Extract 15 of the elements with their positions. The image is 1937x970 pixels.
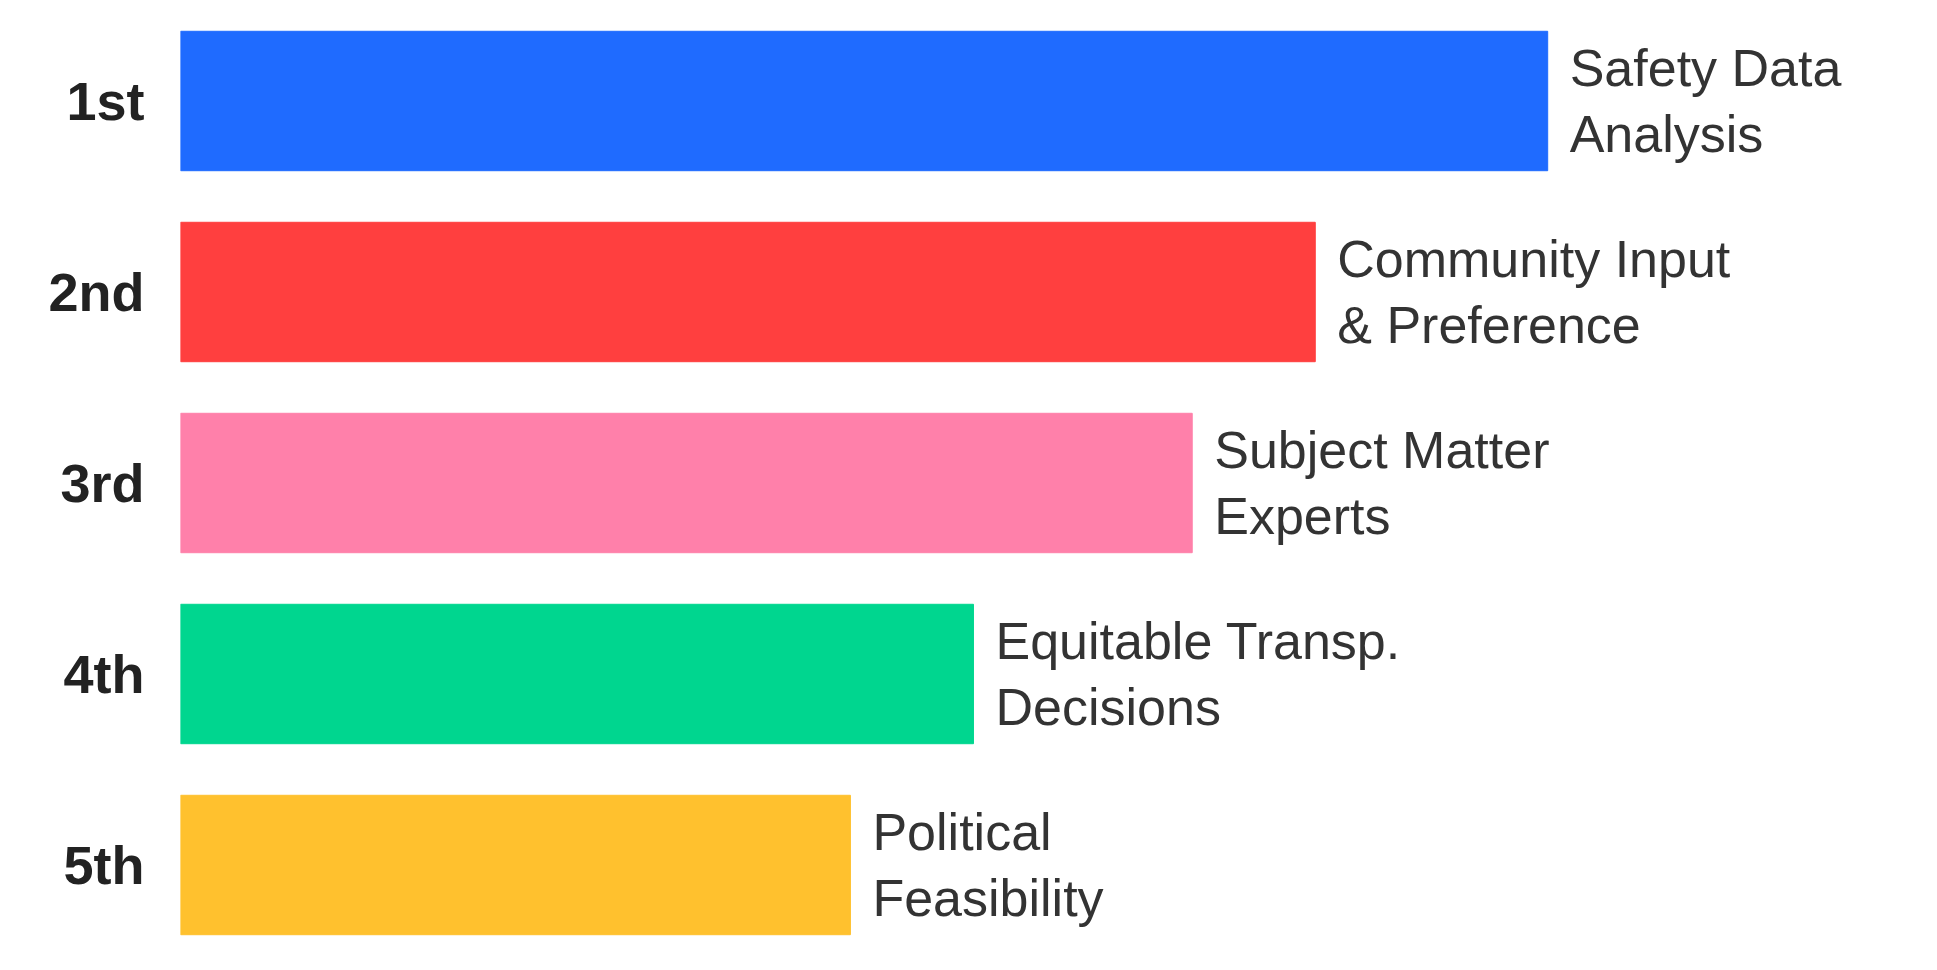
y-tick-label: 1st [66,71,145,131]
annotation: Safety Data Analysis [1569,38,1842,164]
bar [180,221,1316,363]
annotation: Community Input & Preference [1337,229,1731,355]
y-tick-label: 2nd [48,262,145,322]
bar [180,794,851,936]
annotation: Political Feasibility [872,802,1104,928]
annotation: Subject Matter Experts [1214,420,1550,546]
bar [180,412,1193,554]
y-tick-label: 5th [63,835,145,895]
y-tick-label: 3rd [60,453,145,513]
annotation: Equitable Transp. Decisions [995,611,1401,737]
bar [180,30,1549,172]
y-tick-label: 4th [63,644,145,704]
bar [180,603,974,745]
